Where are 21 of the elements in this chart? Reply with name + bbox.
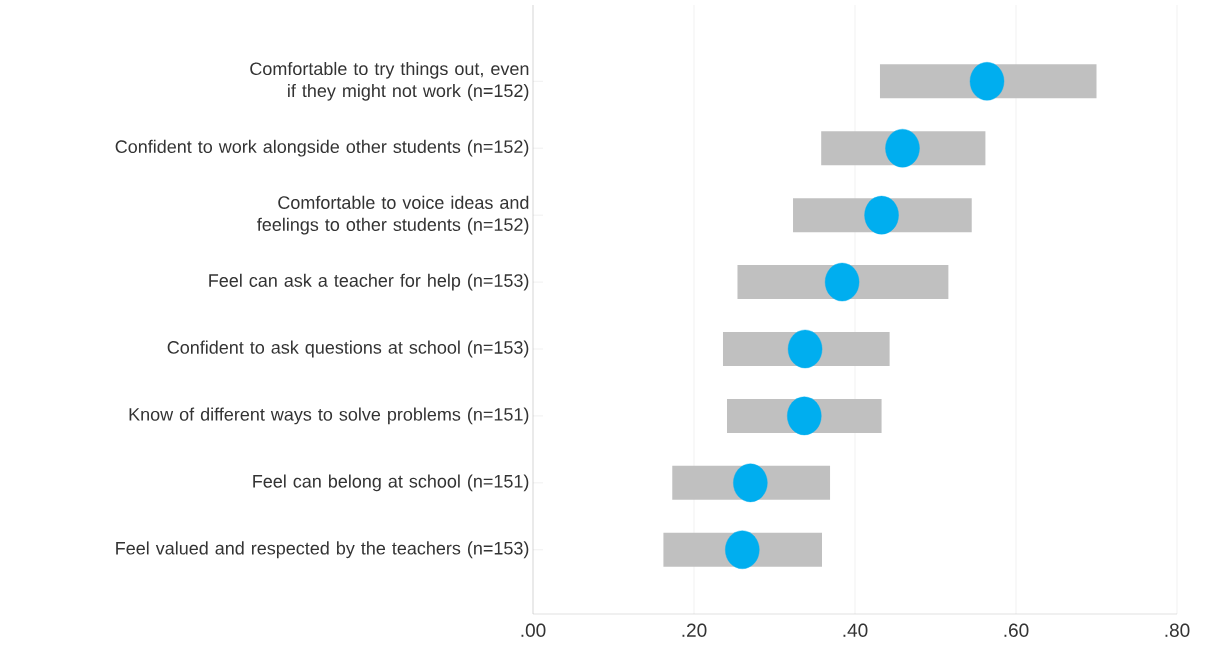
point: [969, 62, 1005, 101]
x-tick-label: .20: [682, 623, 707, 637]
point: [864, 195, 899, 235]
point: [787, 329, 823, 369]
x-tick-label: .60: [1004, 623, 1029, 637]
point: [787, 396, 822, 436]
y-tick-label: Feel can belong at school (n=151): [253, 474, 529, 492]
point: [725, 530, 760, 569]
point: [824, 262, 860, 302]
y-tick-label: Confident to work alongside other students (n=152): [115, 139, 529, 157]
point: [885, 128, 920, 168]
x-tick-label: .40: [843, 623, 868, 637]
y-tick-label: Comfortable to try things out, even if they might not work (n=152): [250, 61, 529, 101]
point: [733, 463, 768, 503]
y-tick-label: Feel valued and respected by the teachers (n=153): [116, 541, 529, 559]
x-tick-label: .00: [521, 623, 546, 637]
y-tick-label: Feel can ask a teacher for help (n=153): [209, 273, 529, 291]
x-tick-label: .80: [1165, 623, 1190, 637]
y-tick-label: Know of different ways to solve problems (n=151): [129, 407, 529, 425]
y-tick-label: Comfortable to voice ideas and feelings to other students (n=152): [257, 195, 529, 235]
y-tick-label: Confident to ask questions at school (n=153): [167, 340, 529, 358]
